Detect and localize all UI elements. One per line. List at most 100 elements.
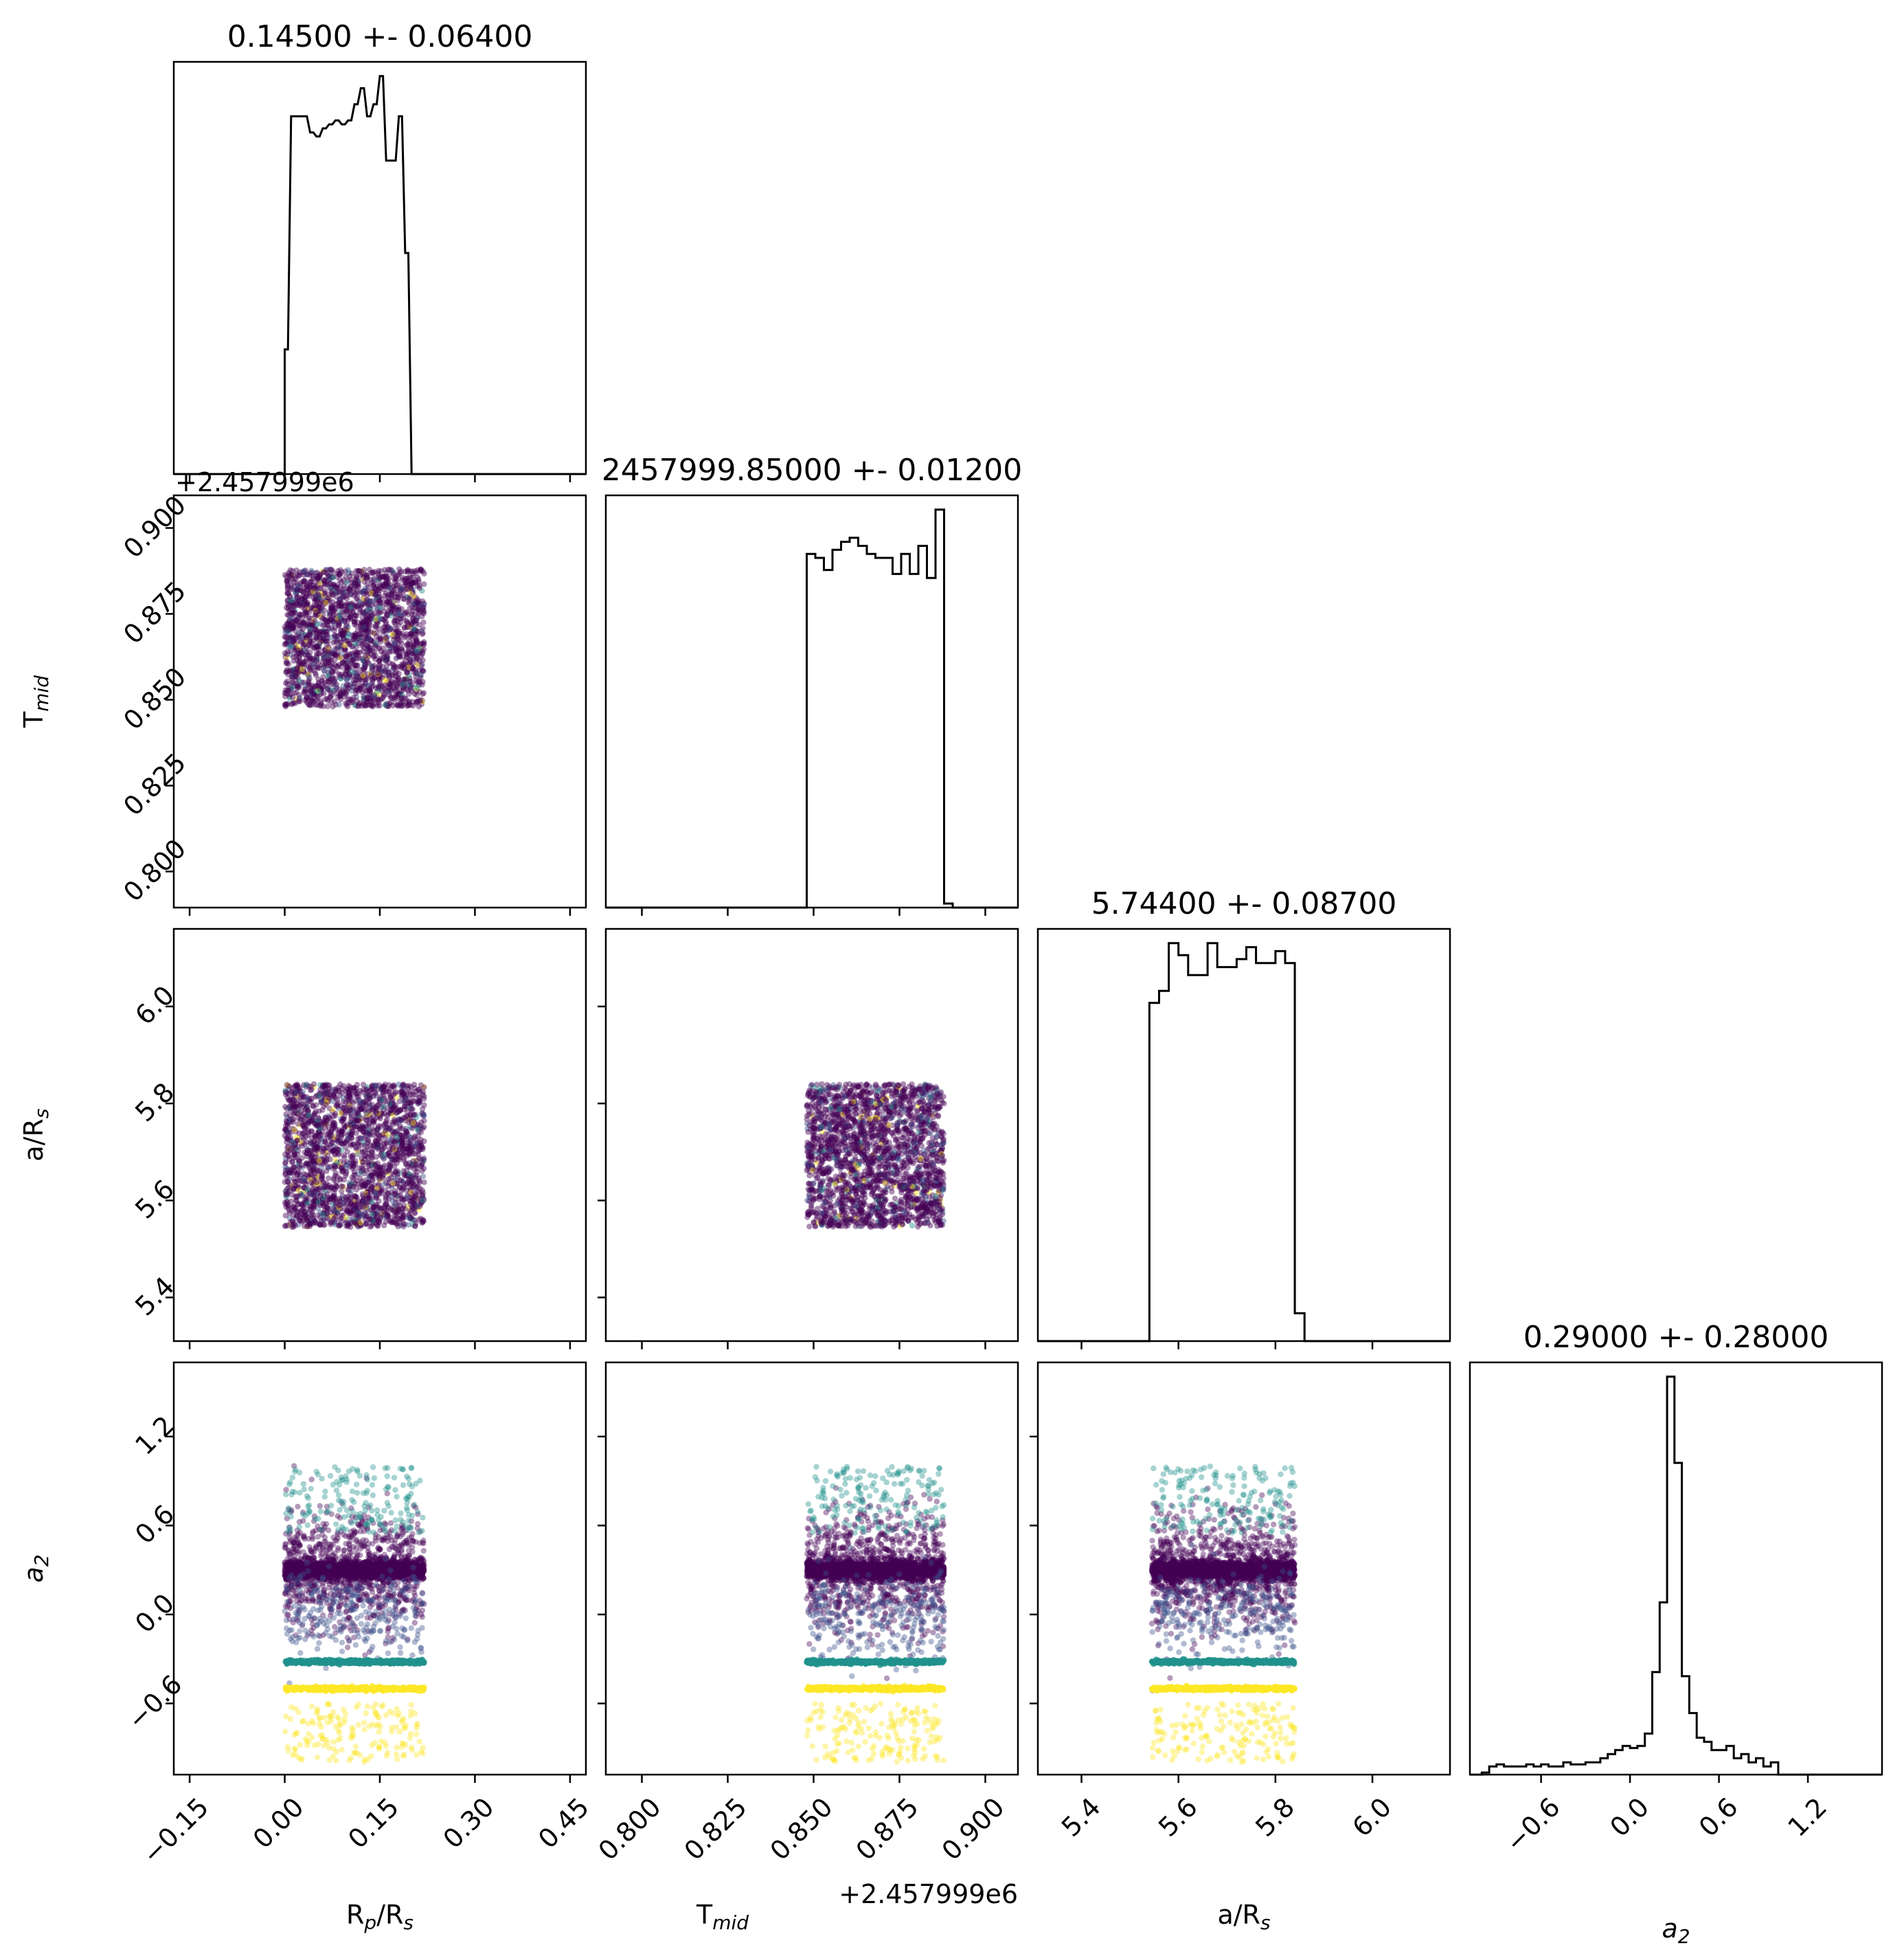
scatter-point xyxy=(905,1097,911,1103)
scatter-point xyxy=(346,1180,352,1186)
scatter-point xyxy=(419,1146,426,1153)
scatter-point xyxy=(317,686,323,693)
scatter-point xyxy=(332,1209,338,1215)
scatter-point xyxy=(376,677,383,684)
scatter-point xyxy=(400,1184,406,1190)
scatter-point xyxy=(305,632,312,638)
scatter-point xyxy=(285,597,291,603)
scatter-point xyxy=(330,651,337,657)
scatter-point xyxy=(345,1086,352,1092)
scatter-point xyxy=(315,1157,322,1164)
scatter-point xyxy=(331,1147,337,1154)
scatter-point xyxy=(283,1118,289,1124)
scatter-point xyxy=(812,1223,819,1229)
scatter-point xyxy=(396,1116,403,1122)
scatter-point xyxy=(887,1116,894,1122)
scatter-point xyxy=(356,589,363,596)
scatter-point xyxy=(292,1089,299,1095)
scatter-point xyxy=(321,1145,327,1151)
scatter-point xyxy=(344,607,351,613)
scatter-point xyxy=(354,685,361,691)
scatter-point xyxy=(314,656,320,662)
scatter-point xyxy=(300,636,306,643)
scatter-point xyxy=(286,1215,293,1222)
scatter-point xyxy=(365,1132,372,1138)
scatter-point xyxy=(385,1151,391,1157)
scatter-point xyxy=(835,1112,841,1118)
scatter-point xyxy=(412,1144,418,1151)
scatter-point xyxy=(378,688,385,694)
scatter-point xyxy=(830,1189,837,1195)
scatter-point xyxy=(381,677,387,684)
scatter-point xyxy=(329,567,335,574)
scatter-point xyxy=(386,598,392,605)
scatter-point xyxy=(882,1173,888,1180)
scatter-point xyxy=(299,649,305,655)
scatter-point xyxy=(416,1094,422,1101)
scatter-point xyxy=(288,572,294,579)
scatter-point xyxy=(295,1202,302,1208)
scatter-point xyxy=(349,600,355,607)
scatter-point xyxy=(306,673,312,680)
scatter-point xyxy=(374,1217,381,1223)
scatter-point xyxy=(310,1118,317,1124)
scatter-point xyxy=(323,599,329,606)
scatter-point xyxy=(367,591,373,597)
scatter-point xyxy=(313,701,319,708)
scatter-point xyxy=(379,1085,385,1091)
scatter-point xyxy=(399,648,406,654)
scatter-point xyxy=(400,1090,407,1097)
scatter-point xyxy=(360,657,367,664)
scatter-point xyxy=(920,1212,927,1219)
scatter-point xyxy=(809,1113,815,1119)
scatter-point xyxy=(345,659,351,666)
scatter-point xyxy=(357,1222,364,1229)
scatter-point xyxy=(310,690,317,697)
scatter-point xyxy=(375,697,382,703)
scatter-point xyxy=(329,1126,335,1132)
scatter-point xyxy=(319,1202,326,1209)
scatter-point xyxy=(318,1176,325,1182)
scatter-point xyxy=(298,611,304,618)
scatter-point xyxy=(320,1179,326,1185)
scatter-point xyxy=(383,1088,389,1094)
scatter-point xyxy=(304,649,310,655)
scatter-point xyxy=(366,691,372,697)
scatter-point xyxy=(370,1118,376,1124)
scatter-point xyxy=(383,703,390,709)
scatter-point xyxy=(376,1133,383,1139)
scatter-point xyxy=(316,574,322,580)
scatter-point xyxy=(326,595,332,601)
scatter-point xyxy=(323,1200,330,1206)
scatter-point xyxy=(922,1162,929,1169)
scatter-point xyxy=(915,1209,921,1215)
scatter-point xyxy=(339,1128,345,1135)
scatter-point xyxy=(356,567,363,574)
scatter-point xyxy=(361,624,367,630)
scatter-point xyxy=(382,1127,388,1134)
scatter-point xyxy=(287,567,293,573)
scatter-point xyxy=(899,1088,906,1094)
scatter-point xyxy=(304,1188,310,1194)
scatter-point xyxy=(293,635,299,641)
scatter-point xyxy=(335,1105,342,1112)
scatter-point xyxy=(306,572,313,578)
scatter-point xyxy=(388,1217,394,1224)
scatter-point xyxy=(361,695,367,701)
scatter-point xyxy=(339,1110,345,1116)
scatter-point xyxy=(392,583,398,589)
scatter-point xyxy=(308,570,315,576)
scatter-point xyxy=(396,1199,402,1205)
scatter-point xyxy=(343,1168,350,1175)
scatter-point xyxy=(287,1118,293,1124)
scatter-point xyxy=(320,636,326,642)
scatter-point xyxy=(291,637,297,643)
scatter-point xyxy=(374,694,380,700)
scatter-point xyxy=(329,687,335,693)
scatter-point xyxy=(310,640,317,647)
scatter-point xyxy=(379,695,385,702)
scatter-point xyxy=(304,1147,311,1153)
scatter-point xyxy=(355,567,361,574)
scatter-point xyxy=(293,1134,300,1140)
scatter-point xyxy=(325,1094,331,1101)
